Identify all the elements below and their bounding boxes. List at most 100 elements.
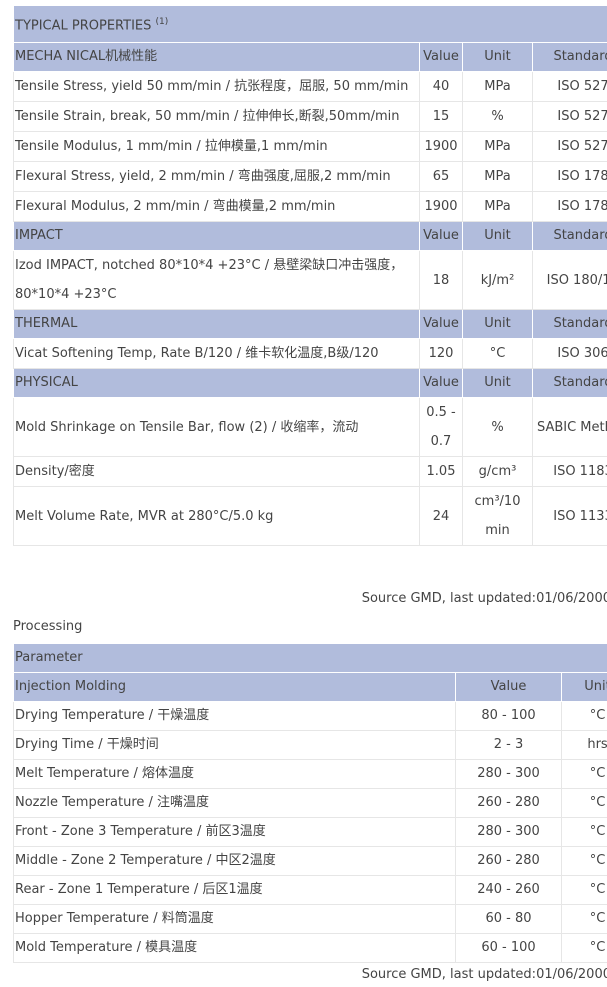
parameter-row: Parameter (12, 643, 607, 673)
parameter-unit: °C (560, 933, 607, 963)
property-unit: kJ/m² (462, 250, 533, 311)
property-label: Melt Volume Rate, MVR at 280°C/5.0 kg (13, 486, 420, 547)
properties-source-note: Source GMD, last updated:01/06/2000 (361, 591, 607, 606)
property-unit: g/cm³ (462, 456, 533, 488)
section-name: IMPACT (13, 221, 420, 252)
property-unit: MPa (462, 131, 533, 163)
property-unit: MPa (462, 191, 533, 223)
unit-header: Unit (560, 672, 607, 702)
property-value: 40 (419, 71, 463, 103)
property-unit: cm³/10 min (462, 486, 533, 547)
table-row: Flexural Modulus, 2 mm/min / 弯曲模量,2 mm/m… (13, 191, 607, 223)
value-header: Value (419, 42, 463, 73)
value-header: Value (419, 368, 463, 399)
parameter-value: 240 - 260 (455, 875, 562, 905)
property-label: Tensile Strain, break, 50 mm/min / 拉伸伸长,… (13, 101, 420, 133)
table-row: Nozzle Temperature / 注嘴温度 260 - 280 °C (13, 788, 607, 818)
parameter-value: 60 - 80 (455, 904, 562, 934)
unit-header: Unit (462, 368, 533, 399)
parameter-value: 2 - 3 (455, 730, 562, 760)
parameter-value: 80 - 100 (455, 701, 562, 731)
property-standard: ISO 180/1A (531, 250, 607, 311)
parameter-label: Rear - Zone 1 Temperature / 后区1温度 (13, 875, 456, 905)
property-label: Tensile Modulus, 1 mm/min / 拉伸模量,1 mm/mi… (13, 131, 420, 163)
property-unit: % (462, 101, 533, 133)
table-title-row: TYPICAL PROPERTIES (1) (12, 4, 607, 44)
table-row: Mold Shrinkage on Tensile Bar, flow (2) … (13, 397, 607, 458)
section-header-row: PHYSICAL Value Unit Standard (13, 368, 607, 399)
property-value: 24 (419, 486, 463, 547)
section-name: PHYSICAL (13, 368, 420, 399)
table-row: Drying Time / 干燥时间 2 - 3 hrs (13, 730, 607, 760)
section-name: MECHA NICAL机械性能 (13, 42, 420, 73)
property-value: 120 (419, 338, 463, 370)
unit-header: Unit (462, 42, 533, 73)
parameter-label: Drying Temperature / 干燥温度 (13, 701, 456, 731)
property-label: Mold Shrinkage on Tensile Bar, flow (2) … (13, 397, 420, 458)
parameter-unit: °C (560, 788, 607, 818)
processing-heading: Processing (13, 619, 83, 634)
property-standard: ISO 527 (531, 71, 607, 103)
table-row: Rear - Zone 1 Temperature / 后区1温度 240 - 2… (13, 875, 607, 905)
property-value: 65 (419, 161, 463, 193)
section-header-row: THERMAL Value Unit Standard (13, 309, 607, 340)
parameter-label: Melt Temperature / 熔体温度 (13, 759, 456, 789)
table-title: TYPICAL PROPERTIES (15, 18, 152, 34)
property-standard: ISO 527 (531, 101, 607, 133)
parameter-label: Front - Zone 3 Temperature / 前区3温度 (13, 817, 456, 847)
section-header-row: MECHA NICAL机械性能 Value Unit Standard (13, 42, 607, 73)
property-standard: ISO 527 (531, 131, 607, 163)
parameter-unit: °C (560, 875, 607, 905)
table-row: Density/密度 1.05 g/cm³ ISO 1183 (13, 456, 607, 488)
property-unit: °C (462, 338, 533, 370)
parameter-unit: °C (560, 817, 607, 847)
table-row: Middle - Zone 2 Temperature / 中区2温度 260 -… (13, 846, 607, 876)
value-header: Value (419, 309, 463, 340)
property-standard: ISO 1133 (531, 486, 607, 547)
property-value: 0.5 - 0.7 (419, 397, 463, 458)
property-label: Density/密度 (13, 456, 420, 488)
table-row: Front - Zone 3 Temperature / 前区3温度 280 - … (13, 817, 607, 847)
property-label: Vicat Softening Temp, Rate B/120 / 维卡软化温… (13, 338, 420, 370)
table-row: Tensile Strain, break, 50 mm/min / 拉伸伸长,… (13, 101, 607, 133)
property-standard: ISO 178 (531, 161, 607, 193)
property-standard: SABIC Method (531, 397, 607, 458)
property-standard: ISO 306 (531, 338, 607, 370)
parameter-label: Drying Time / 干燥时间 (13, 730, 456, 760)
table-row: Flexural Stress, yield, 2 mm/min / 弯曲强度,… (13, 161, 607, 193)
value-header: Value (455, 672, 562, 702)
property-value: 18 (419, 250, 463, 311)
table-row: Tensile Modulus, 1 mm/min / 拉伸模量,1 mm/mi… (13, 131, 607, 163)
property-label: Flexural Modulus, 2 mm/min / 弯曲模量,2 mm/m… (13, 191, 420, 223)
table-row: Melt Volume Rate, MVR at 280°C/5.0 kg 24 c… (13, 486, 607, 547)
property-value: 1900 (419, 131, 463, 163)
parameter-value: 280 - 300 (455, 817, 562, 847)
section-name: THERMAL (13, 309, 420, 340)
section-header-row: Injection Molding Value Unit (13, 672, 607, 702)
parameter-unit: °C (560, 759, 607, 789)
parameter-unit: °C (560, 904, 607, 934)
parameter-unit: °C (560, 846, 607, 876)
table-row: Tensile Stress, yield 50 mm/min / 抗张程度，屈… (13, 71, 607, 103)
parameter-label: Parameter (12, 643, 607, 673)
property-unit: MPa (462, 71, 533, 103)
property-label: Flexural Stress, yield, 2 mm/min / 弯曲强度,… (13, 161, 420, 193)
standard-header: Standard (531, 368, 607, 399)
standard-header: Standard (531, 309, 607, 340)
standard-header: Standard (531, 221, 607, 252)
table-row: Izod IMPACT, notched 80*10*4 +23°C / 悬壁梁… (13, 250, 607, 311)
typical-properties-table: TYPICAL PROPERTIES (1) MECHA NICAL机械性能 Va… (12, 4, 607, 547)
parameter-unit: hrs (560, 730, 607, 760)
property-standard: ISO 178 (531, 191, 607, 223)
parameter-label: Middle - Zone 2 Temperature / 中区2温度 (13, 846, 456, 876)
value-header: Value (419, 221, 463, 252)
table-row: Vicat Softening Temp, Rate B/120 / 维卡软化温… (13, 338, 607, 370)
processing-table: Parameter Injection Molding Value Unit D… (12, 643, 607, 963)
property-value: 15 (419, 101, 463, 133)
parameter-label: Hopper Temperature / 料筒温度 (13, 904, 456, 934)
parameter-value: 280 - 300 (455, 759, 562, 789)
parameter-value: 260 - 280 (455, 788, 562, 818)
property-unit: % (462, 397, 533, 458)
table-row: Hopper Temperature / 料筒温度 60 - 80 °C (13, 904, 607, 934)
title-footnote: (1) (155, 17, 169, 27)
